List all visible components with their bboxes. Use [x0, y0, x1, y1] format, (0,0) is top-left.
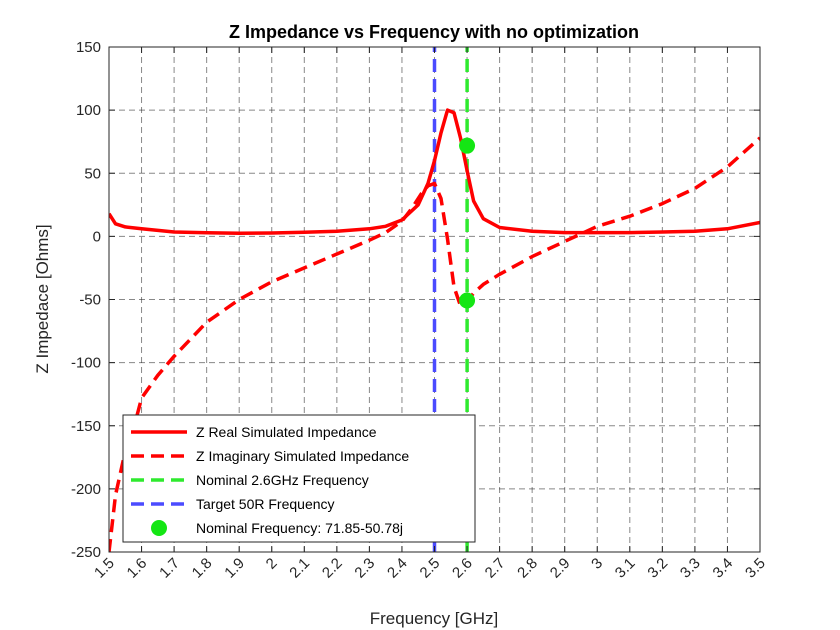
x-tick-label: 3.1 [612, 555, 639, 582]
nominal-frequency-marker [459, 292, 476, 309]
legend-label: Z Real Simulated Impedance [196, 424, 377, 440]
x-tick-label: 2.5 [417, 555, 444, 582]
ticks [108, 46, 761, 553]
y-tick-label: 50 [84, 165, 101, 182]
x-tick-label: 1.6 [124, 555, 151, 582]
y-tick-label: -50 [79, 292, 101, 309]
x-tick-label: 2 [263, 555, 281, 573]
x-tick-label: 2.9 [547, 555, 574, 582]
x-tick-label: 3 [588, 555, 606, 573]
y-tick-label: -200 [71, 481, 101, 498]
y-tick-label: -100 [71, 355, 101, 372]
y-tick-label: 100 [76, 102, 101, 119]
x-tick-label: 1.8 [189, 555, 216, 582]
x-tick-label: 2.2 [319, 555, 346, 582]
legend: Z Real Simulated Impedance Z Imaginary Si… [122, 414, 476, 543]
x-tick-label: 2.8 [514, 555, 541, 582]
series-z-real-simulated-impedance [109, 108, 760, 235]
y-tick-label: 150 [76, 39, 101, 56]
y-tick-label: -250 [71, 544, 101, 561]
y-tick-label: 0 [93, 228, 101, 245]
legend-label: Nominal Frequency: 71.85-50.78j [196, 520, 403, 536]
y-axis-label: Z Impedace [Ohms] [33, 224, 52, 373]
x-tick-label: 3.4 [710, 555, 737, 582]
x-axis-label: Frequency [GHz] [370, 609, 499, 628]
x-tick-label: 2.1 [286, 555, 313, 582]
y-tick-label: -150 [71, 418, 101, 435]
chart-title: Z Impedance vs Frequency with no optimiz… [229, 22, 639, 42]
x-tick-label: 3.3 [677, 555, 704, 582]
x-tick-label: 2.7 [482, 555, 509, 582]
x-tick-label: 1.9 [221, 555, 248, 582]
legend-label: Z Imaginary Simulated Impedance [196, 448, 409, 464]
x-tick-label: 2.6 [449, 555, 476, 582]
x-tick-label: 1.7 [156, 555, 183, 582]
x-tick-label: 3.5 [742, 555, 769, 582]
x-tick-label: 3.2 [644, 555, 671, 582]
legend-marker-swatch [151, 520, 167, 536]
nominal-frequency-marker [459, 137, 476, 154]
legend-label: Nominal 2.6GHz Frequency [196, 472, 369, 488]
legend-label: Target 50R Frequency [196, 496, 335, 512]
x-tick-label: 2.4 [384, 555, 411, 582]
x-tick-label: 2.3 [351, 555, 378, 582]
